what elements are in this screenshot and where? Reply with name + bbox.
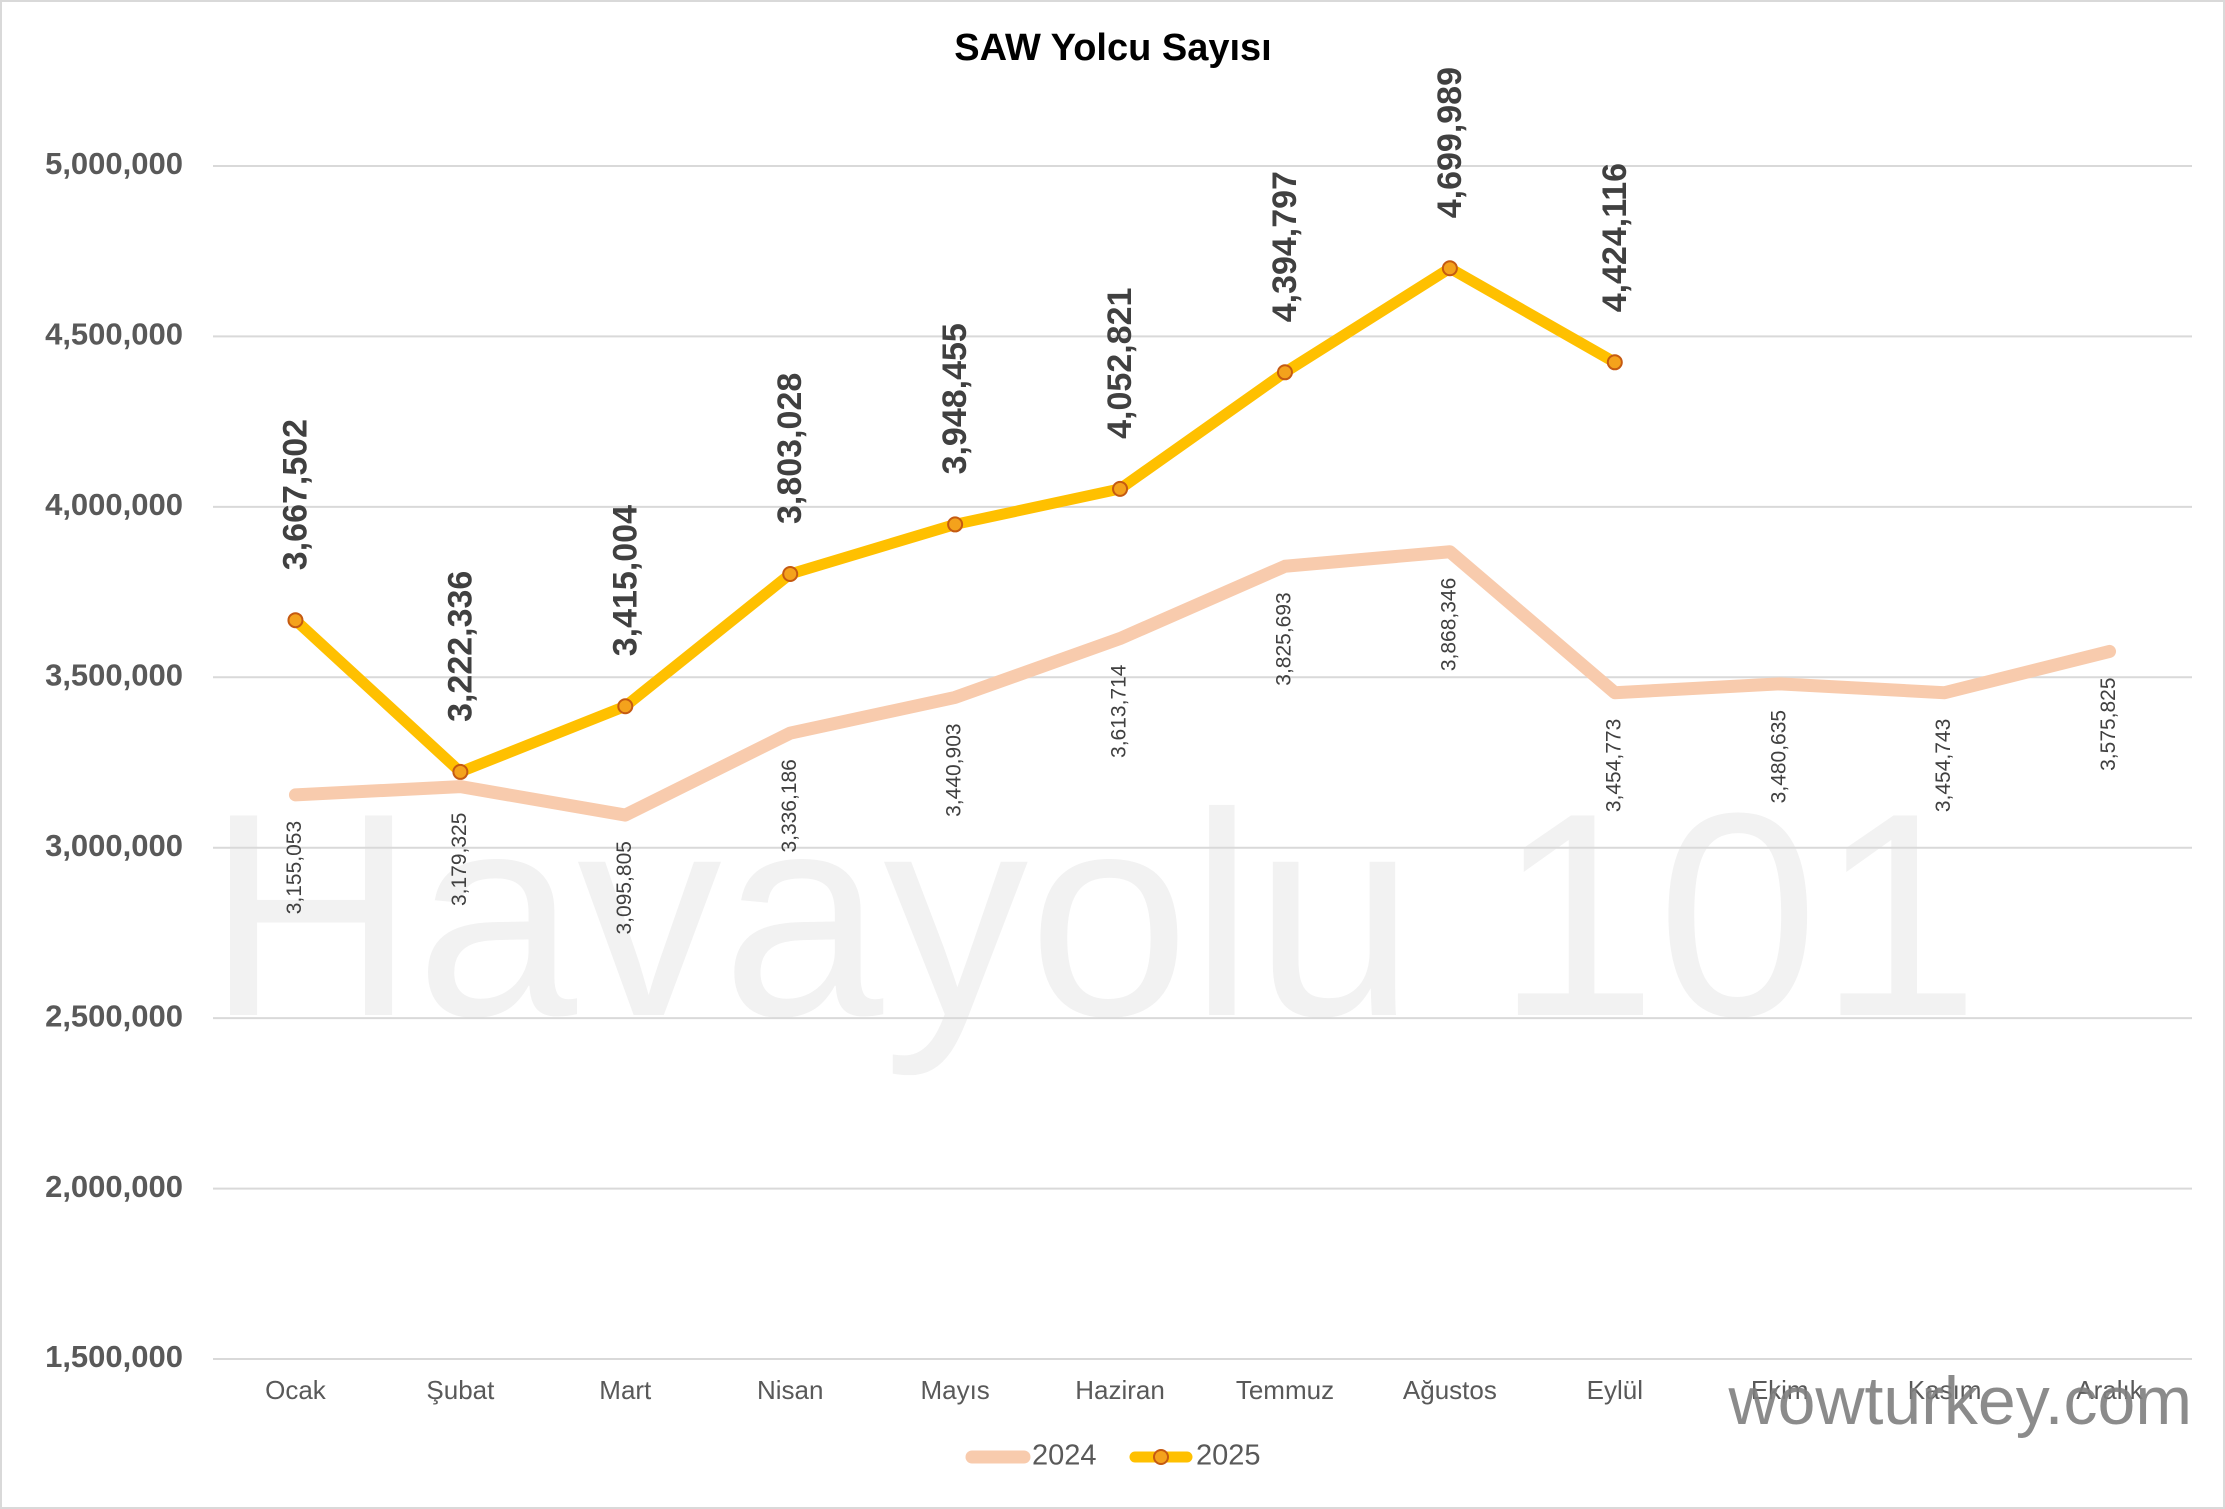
data-label: 3,575,825 [2097,677,2120,770]
x-tick-label: Aralık [2076,1375,2143,1405]
watermark: wowturkey.com [1727,1363,2192,1439]
data-label: 3,440,903 [943,723,966,816]
data-label: 3,222,336 [441,571,479,722]
point-marker [1112,480,1129,497]
x-tick-label: Haziran [1075,1375,1165,1405]
y-tick-label: 2,000,000 [45,1169,183,1204]
data-label: 3,155,053 [283,821,306,914]
y-tick-label: 3,000,000 [45,828,183,863]
point-marker [287,612,304,629]
data-label: 3,613,714 [1108,664,1131,758]
data-label: 3,415,004 [606,505,644,656]
y-tick-label: 4,000,000 [45,487,183,522]
y-tick-label: 4,500,000 [45,317,183,352]
x-tick-label: Temmuz [1236,1375,1334,1405]
x-tick-label: Nisan [757,1375,823,1405]
point-marker [1441,260,1458,277]
data-label: 3,948,455 [936,323,974,474]
data-label: 4,424,116 [1596,163,1634,312]
point-marker [617,698,634,715]
x-tick-label: Mayıs [920,1375,989,1405]
data-label: 3,095,805 [613,841,636,934]
data-label: 3,825,693 [1273,592,1296,685]
x-tick-label: Ocak [265,1375,327,1405]
data-label: 3,454,743 [1932,719,1955,812]
y-tick-label: 2,500,000 [45,998,183,1033]
legend-marker [1153,1449,1169,1465]
y-tick-label: 5,000,000 [45,146,183,181]
point-marker [782,565,799,582]
y-tick-label: 3,500,000 [45,657,183,692]
data-label: 3,667,502 [276,419,314,570]
point-marker [1606,354,1623,371]
data-label: 3,480,635 [1767,710,1790,803]
data-label: 4,699,989 [1431,67,1469,218]
x-tick-label: Eylül [1587,1375,1643,1405]
watermark: Havayolu 101 [206,753,1979,1078]
x-tick-label: Ekim [1751,1375,1809,1405]
series-line [288,545,2117,822]
data-label: 3,454,773 [1602,719,1625,812]
y-tick-label: 1,500,000 [45,1339,183,1374]
point-marker [1276,364,1293,381]
data-label: 3,803,028 [771,373,809,524]
point-marker [947,516,964,533]
data-label: 4,052,821 [1101,288,1139,439]
x-tick-label: Ağustos [1403,1375,1497,1405]
legend-label: 2025 [1196,1440,1261,1472]
x-tick-label: Kasım [1908,1375,1982,1405]
data-label: 3,868,346 [1437,578,1460,671]
point-marker [452,763,469,780]
chart-title: SAW Yolcu Sayısı [954,27,1272,69]
data-label: 3,179,325 [448,813,471,906]
x-tick-label: Şubat [426,1375,495,1405]
x-tick-label: Mart [599,1375,652,1405]
legend-label: 2024 [1032,1440,1097,1472]
data-label: 4,394,797 [1266,171,1304,322]
data-label: 3,336,186 [778,759,801,852]
